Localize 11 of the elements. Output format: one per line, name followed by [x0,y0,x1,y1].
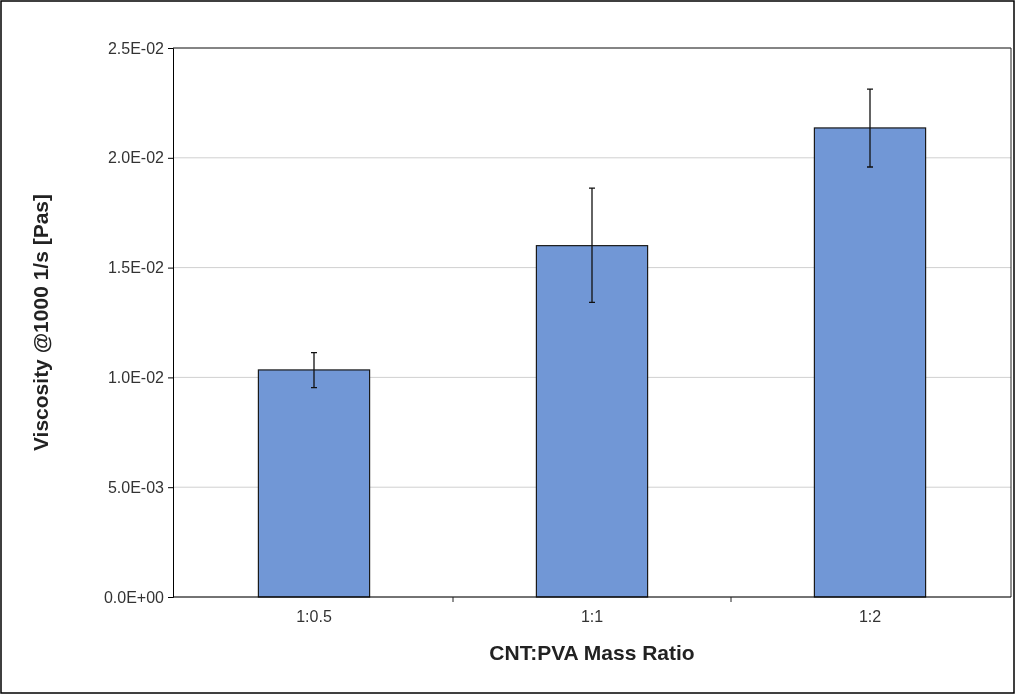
y-tick-label: 2.0E-02 [107,149,165,167]
y-axis-title: Viscosity @1000 1/s [Pas] [29,193,52,452]
x-tick-label: 1:2 [858,608,882,626]
y-tick-label: 2.5E-02 [107,39,165,57]
x-tick-label: 1:1 [580,608,604,626]
y-tick-label: 1.0E-02 [107,369,165,387]
x-axis-title: CNT:PVA Mass Ratio [489,641,695,664]
y-tick-label: 5.0E-03 [107,478,165,496]
y-tick-label: 0.0E+00 [103,588,165,606]
y-tick-label: 1.5E-02 [107,259,165,277]
x-tick-label: 1:0.5 [296,608,332,626]
